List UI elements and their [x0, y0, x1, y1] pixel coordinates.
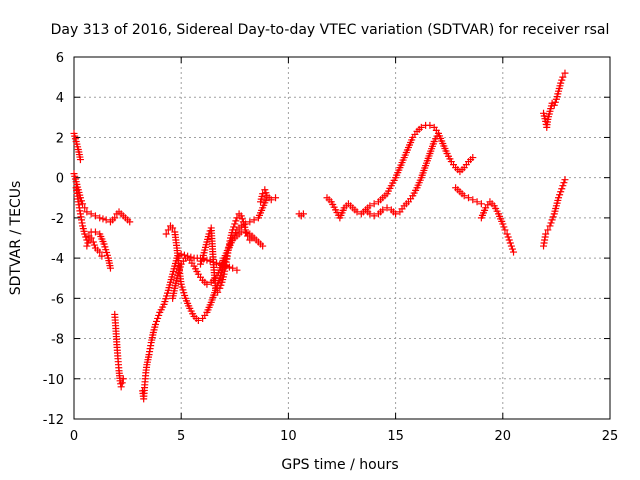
series-arc-15: [478, 198, 517, 255]
x-tick-label: 5: [177, 429, 185, 444]
x-tick-label: 15: [387, 429, 404, 444]
grid-lines: [74, 57, 610, 419]
x-tick-label: 0: [70, 429, 78, 444]
y-tick-label: 6: [56, 51, 64, 66]
series-arc-9: [197, 210, 255, 295]
y-axis-label: SDTVAR / TECUs: [8, 181, 24, 296]
axes: [74, 57, 610, 419]
series-arc-6: [139, 251, 240, 403]
series-arc-17: [540, 70, 568, 131]
series-arc-14: [452, 184, 485, 207]
y-tick-label: -6: [51, 292, 64, 307]
y-tick-label: 0: [56, 172, 64, 187]
series-arc-16: [540, 176, 568, 249]
sdtvar-chart: 0 5 10 15 20 25 -12 -10 -8 -6 -4 -2 0 2 4 6 Day 313 of …: [0, 0, 640, 480]
tick-labels: 0 5 10 15 20 25 -12 -10 -8 -6 -4 -2 0 2 4 6: [43, 51, 619, 444]
x-tick-label: 20: [495, 429, 512, 444]
y-tick-label: -10: [43, 373, 64, 388]
y-tick-label: -2: [51, 212, 64, 227]
y-tick-label: -8: [51, 333, 64, 348]
x-tick-label: 25: [602, 429, 619, 444]
x-axis-label: GPS time / hours: [281, 457, 398, 473]
y-tick-label: -4: [51, 252, 64, 267]
y-tick-label: 2: [56, 131, 64, 146]
series-arc-12: [323, 122, 476, 222]
data-points: [71, 70, 569, 403]
plot-frame: [74, 57, 610, 419]
x-tick-label: 10: [280, 429, 297, 444]
y-tick-label: -12: [43, 413, 64, 428]
y-tick-label: 4: [56, 91, 64, 106]
chart-title: Day 313 of 2016, Sidereal Day-to-day VTE…: [51, 22, 610, 38]
series-arc-5: [111, 311, 127, 390]
data-point: [99, 215, 106, 222]
series-arc-1: [71, 130, 84, 163]
